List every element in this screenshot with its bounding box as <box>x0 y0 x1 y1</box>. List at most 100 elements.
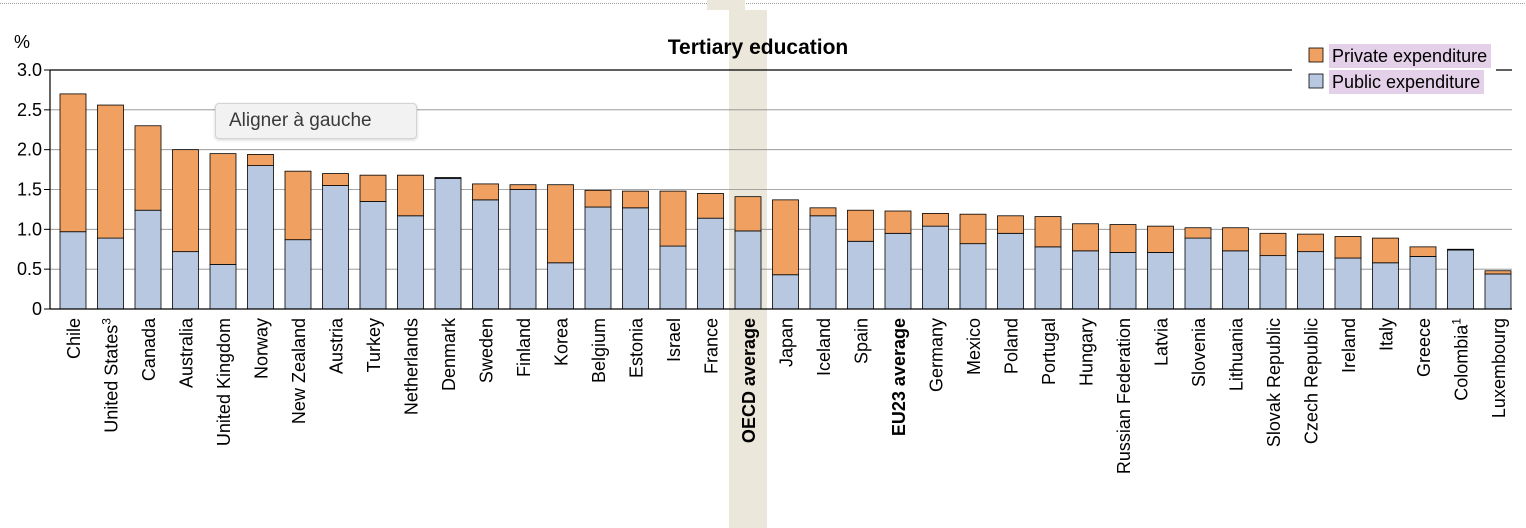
legend-private-label: Private expenditure <box>1332 46 1487 66</box>
x-category-label: Korea <box>552 317 572 366</box>
bar-public-expenditure <box>397 215 424 310</box>
bar-private-expenditure <box>434 177 462 179</box>
y-tick-label: 0.5 <box>17 259 42 279</box>
bar-private-expenditure <box>247 154 274 167</box>
x-category-label: France <box>702 318 722 374</box>
bar-private-expenditure <box>772 199 799 276</box>
bar-public-expenditure <box>1372 262 1399 310</box>
bar-private-expenditure <box>1034 216 1062 248</box>
legend-private-swatch <box>1308 47 1324 63</box>
x-category-label: Belgium <box>589 318 609 383</box>
bar-public-expenditure <box>1109 252 1137 310</box>
x-category-label: Austria <box>327 317 347 374</box>
legend-public-label-highlight <box>1329 70 1484 94</box>
bar-private-expenditure <box>1109 224 1137 253</box>
x-category-label: Japan <box>777 318 797 367</box>
bar-public-expenditure <box>622 207 649 310</box>
bar-public-expenditure <box>922 225 949 310</box>
bar-public-expenditure <box>1259 255 1287 310</box>
bar-public-expenditure <box>1484 273 1512 310</box>
legend-private-label-highlight <box>1329 44 1491 68</box>
bar-private-expenditure <box>734 196 762 232</box>
bar-private-expenditure <box>134 125 162 211</box>
bar-private-expenditure <box>1259 232 1287 257</box>
bar-private-expenditure <box>97 104 124 239</box>
bar-private-expenditure <box>1072 223 1099 252</box>
bar-public-expenditure <box>1034 246 1062 310</box>
y-tick-label: 2.0 <box>17 140 42 160</box>
bar-public-expenditure <box>284 239 312 310</box>
x-category-label: Australia <box>177 317 197 388</box>
tooltip-align-left: Aligner à gauche <box>215 103 417 139</box>
x-category-label: OECD average <box>739 318 759 443</box>
bar-public-expenditure <box>847 240 874 310</box>
y-tick-label: 1.5 <box>17 180 42 200</box>
bar-public-expenditure <box>772 274 799 310</box>
bar-private-expenditure <box>1147 225 1174 253</box>
bar-public-expenditure <box>959 243 987 310</box>
bar-private-expenditure <box>1372 237 1399 264</box>
bar-private-expenditure <box>659 190 687 247</box>
y-tick-label: 3.0 <box>17 60 42 80</box>
bar-public-expenditure <box>434 177 462 310</box>
bar-public-expenditure <box>472 199 499 310</box>
bar-private-expenditure <box>209 153 237 265</box>
x-category-label: EU23 average <box>889 318 909 436</box>
bar-private-expenditure <box>322 173 349 186</box>
x-category-label: New Zealand <box>289 318 309 424</box>
y-axis-unit-label: % <box>14 32 30 52</box>
chart-title: Tertiary education <box>668 36 849 59</box>
bar-public-expenditure <box>209 263 237 310</box>
bar-public-expenditure <box>584 206 612 310</box>
bar-private-expenditure <box>59 93 87 233</box>
bar-public-expenditure <box>884 232 912 310</box>
x-category-label: Mexico <box>964 318 984 375</box>
x-category-label: Denmark <box>439 317 459 391</box>
bar-public-expenditure <box>734 230 762 310</box>
x-category-label: Sweden <box>477 318 497 383</box>
bar-public-expenditure <box>547 262 574 310</box>
x-category-label: United Kingdom <box>214 318 234 446</box>
bar-private-expenditure <box>1297 233 1324 253</box>
bar-private-expenditure <box>922 212 949 227</box>
bar-private-expenditure <box>622 190 649 209</box>
bar-private-expenditure <box>472 183 499 201</box>
x-category-label: United States3 <box>100 318 122 433</box>
bar-public-expenditure <box>359 201 387 310</box>
bar-private-expenditure <box>172 149 199 253</box>
bar-private-expenditure <box>547 184 574 264</box>
bar-private-expenditure <box>584 189 612 208</box>
bar-private-expenditure <box>1484 270 1512 275</box>
bar-private-expenditure <box>697 193 724 219</box>
footnote-superscript: 1 <box>1450 318 1464 325</box>
bar-private-expenditure <box>1184 227 1212 239</box>
x-category-label: Italy <box>1377 318 1397 351</box>
x-category-label: Colombia1 <box>1450 318 1472 401</box>
bar-public-expenditure <box>1184 237 1212 310</box>
bar-private-expenditure <box>509 184 537 190</box>
x-category-label: Greece <box>1414 318 1434 377</box>
x-category-label: Russian Federation <box>1114 318 1134 474</box>
legend-public-label: Public expenditure <box>1332 72 1480 92</box>
bar-public-expenditure <box>809 215 837 310</box>
x-category-label: Netherlands <box>402 318 422 415</box>
x-category-label: Slovak Republic <box>1264 318 1284 447</box>
x-category-label: Estonia <box>627 317 647 378</box>
y-tick-label: 2.5 <box>17 100 42 120</box>
bar-public-expenditure <box>134 209 162 310</box>
bar-public-expenditure <box>172 251 199 310</box>
bar-private-expenditure <box>1334 236 1362 259</box>
x-category-label: Slovenia <box>1189 317 1209 387</box>
bar-public-expenditure <box>1147 252 1174 310</box>
bar-public-expenditure <box>1297 251 1324 310</box>
bar-public-expenditure <box>97 237 124 310</box>
x-category-label: Turkey <box>364 318 384 372</box>
bar-private-expenditure <box>1409 246 1437 257</box>
x-category-label: Portugal <box>1039 318 1059 385</box>
bar-public-expenditure <box>1447 249 1474 310</box>
x-category-label: Finland <box>514 318 534 377</box>
x-category-label: Hungary <box>1077 318 1097 386</box>
bar-public-expenditure <box>509 189 537 310</box>
x-category-label: Poland <box>1002 318 1022 374</box>
